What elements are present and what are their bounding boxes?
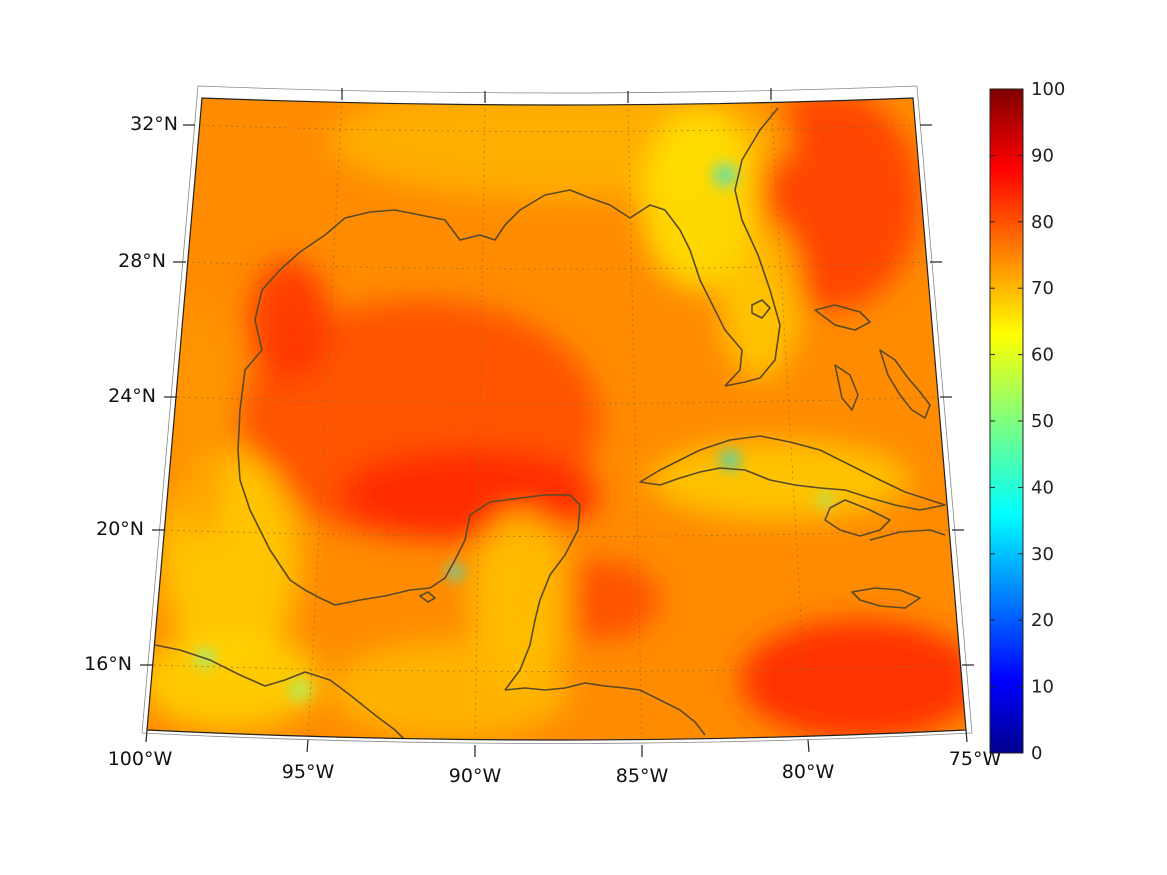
map-frame-outer	[141, 85, 973, 744]
lon-labels: 100°W 95°W 90°W 85°W 80°W 75°W	[108, 748, 1002, 787]
colorbar-tick-label: 50	[1031, 411, 1054, 432]
lat-label-16n: 16°N	[84, 653, 132, 675]
colorbar-gradient	[989, 88, 1024, 754]
colorbar-tick-label: 30	[1031, 544, 1054, 565]
map-border	[146, 97, 967, 741]
lon-label-85w: 85°W	[616, 765, 669, 787]
lat-label-28n: 28°N	[118, 250, 166, 272]
colorbar-tick-label: 70	[1031, 278, 1054, 299]
colorbar-tick-label: 40	[1031, 477, 1054, 498]
colorbar-tick-label: 100	[1031, 79, 1065, 100]
colorbar-tick-label: 90	[1031, 145, 1054, 166]
lon-ticks	[145, 88, 968, 757]
colorbar-tick-label: 60	[1031, 345, 1054, 366]
lat-label-32n: 32°N	[130, 113, 178, 135]
colorbar-tick-label: 0	[1031, 743, 1042, 764]
lon-label-100w: 100°W	[108, 748, 173, 770]
lat-label-20n: 20°N	[96, 518, 144, 540]
lon-label-90w: 90°W	[449, 765, 502, 787]
colorbar-tick-label: 20	[1031, 610, 1054, 631]
coastlines	[154, 107, 946, 740]
lon-label-80w: 80°W	[782, 761, 835, 783]
lat-label-24n: 24°N	[108, 385, 156, 407]
colorbar-tick-label: 10	[1031, 677, 1054, 698]
colorbar-ticks: 0 10 20 30 40 50 60 70 80 90 100	[990, 79, 1065, 764]
lon-label-95w: 95°W	[282, 761, 335, 783]
lon-label-75w: 75°W	[949, 748, 1002, 770]
lat-ticks	[140, 124, 974, 666]
field-shading	[147, 98, 966, 740]
colorbar: 0 10 20 30 40 50 60 70 80 90 100	[989, 79, 1065, 764]
colorbar-tick-label: 80	[1031, 212, 1054, 233]
lat-labels: 32°N 28°N 24°N 20°N 16°N	[84, 113, 178, 675]
